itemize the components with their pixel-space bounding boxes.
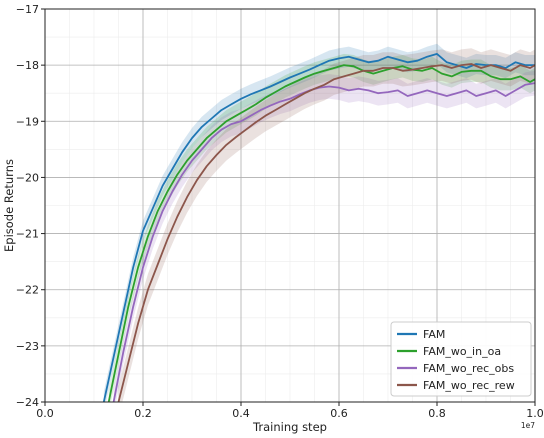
x-tick-label: 0.4 <box>232 407 250 420</box>
minor-gridlines <box>45 9 535 402</box>
y-tick-label: −19 <box>16 115 39 128</box>
x-axis-offset-label: 1e7 <box>521 421 535 430</box>
series-lines <box>102 53 535 402</box>
legend-box <box>390 321 532 397</box>
legend: FAM FAM_wo_in_oa FAM_wo_rec_obs FAM_wo_rec_… <box>390 321 532 397</box>
y-tick-label: −18 <box>16 59 39 72</box>
legend-label: FAM_wo_rec_obs <box>423 362 514 375</box>
x-tick-label: 0.8 <box>428 407 446 420</box>
x-tick-label: 0.2 <box>134 407 152 420</box>
series-line <box>102 53 535 402</box>
legend-label: FAM_wo_in_oa <box>423 345 501 358</box>
y-tick-label: −22 <box>16 284 39 297</box>
x-axis-title: Training step <box>252 420 327 434</box>
y-axis-ticks: −24 −23 −22 −21 −20 −19 −18 −17 <box>16 3 45 409</box>
x-tick-label: 1.0 <box>526 407 544 420</box>
x-tick-label: 0.6 <box>330 407 348 420</box>
x-axis-ticks: 0.0 0.2 0.4 0.6 0.8 1.0 <box>36 402 544 420</box>
legend-label: FAM <box>423 328 445 341</box>
plot-frame <box>44 8 536 403</box>
legend-label: FAM_wo_rec_rew <box>423 379 515 392</box>
y-tick-label: −21 <box>16 228 39 241</box>
x-tick-label: 0.0 <box>36 407 54 420</box>
y-tick-label: −20 <box>16 171 39 184</box>
series-line <box>112 82 535 402</box>
y-tick-label: −23 <box>16 340 39 353</box>
series-line <box>107 64 535 402</box>
series-band <box>108 53 535 402</box>
series-line <box>117 63 535 402</box>
y-axis-title: Episode Returns <box>2 159 16 252</box>
y-tick-label: −17 <box>16 3 39 16</box>
y-tick-label: −24 <box>16 396 39 409</box>
confidence-bands <box>103 43 535 402</box>
series-band <box>118 48 535 402</box>
